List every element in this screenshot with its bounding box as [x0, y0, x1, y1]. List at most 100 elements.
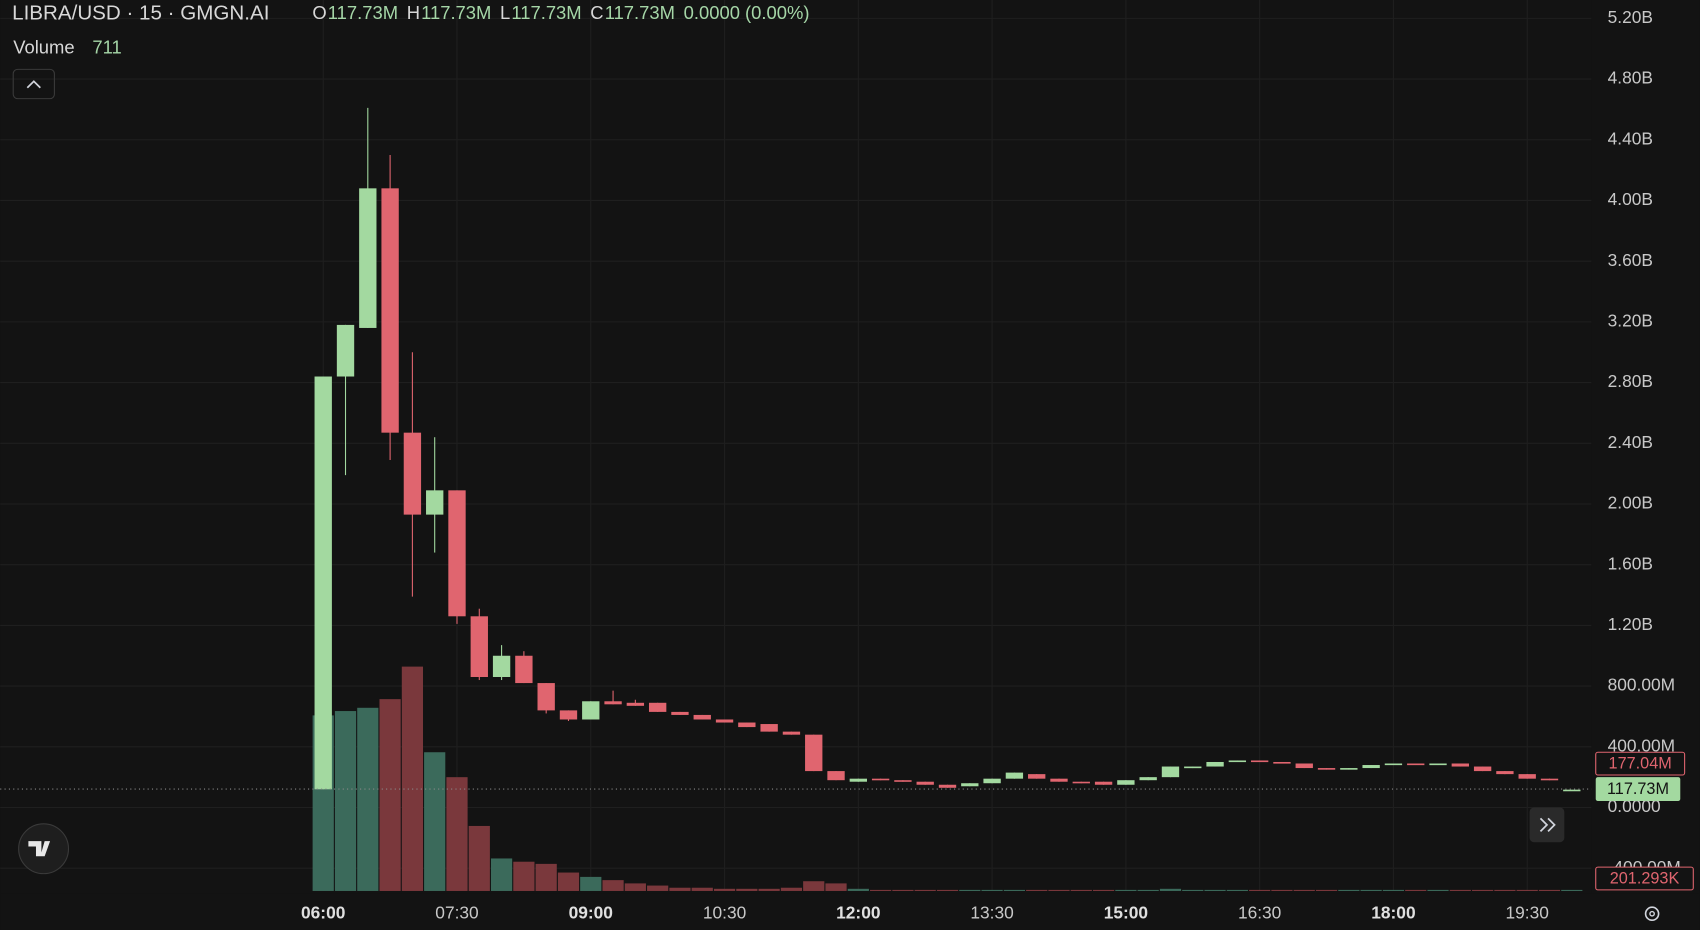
volume-bar [1449, 889, 1471, 891]
y-tick-label: 1.60B [1608, 553, 1653, 573]
volume-bar [424, 752, 446, 891]
volume-bar [959, 889, 981, 891]
candle-body [827, 771, 845, 781]
price-tag-box [1595, 866, 1694, 891]
x-tick-label: 15:00 [1104, 902, 1148, 922]
y-tick-label: 800.00M [1608, 675, 1675, 695]
chart-title: LIBRA/USD · 15 · GMGN.AI [12, 2, 269, 25]
volume-bar [446, 777, 468, 891]
candle-body [1496, 771, 1514, 775]
volume-bar [1382, 889, 1405, 891]
candle-body [1407, 763, 1425, 766]
candle-body [1295, 763, 1313, 769]
price-tag: 177.04M [1609, 754, 1672, 772]
ohlc-key: L [500, 2, 510, 23]
y-tick-label: 2.40B [1608, 432, 1653, 452]
volume-bar [468, 825, 490, 891]
volume-value: 711 [92, 37, 121, 58]
candle-body [693, 714, 711, 720]
volume-bar [1226, 889, 1248, 891]
candle-body [1250, 760, 1269, 763]
candle-body [738, 722, 756, 728]
candle-body [894, 780, 912, 782]
candle-body [314, 376, 332, 790]
candle-body [537, 683, 555, 711]
volume-bar [513, 861, 535, 891]
x-tick-label: 18:00 [1371, 902, 1415, 922]
volume-bar [1472, 889, 1494, 891]
y-tick-label: 4.40B [1608, 128, 1653, 148]
y-tick-label: 1.20B [1608, 614, 1653, 634]
candle-body [582, 701, 600, 720]
volume-bar [1115, 889, 1137, 891]
volume-bar [580, 876, 602, 891]
candle-body [1451, 763, 1469, 767]
candle-body [1317, 768, 1336, 770]
candle-body [1518, 774, 1536, 779]
volume-bar [870, 889, 892, 891]
candle-body [470, 616, 488, 677]
volume-bar [490, 858, 513, 891]
volume-bar [647, 885, 669, 891]
volume-bar [1271, 889, 1293, 891]
volume-bar [825, 883, 847, 891]
collapse-button[interactable] [12, 68, 55, 100]
y-tick-label: 400.00M [1608, 735, 1675, 755]
volume-bar [334, 711, 357, 891]
volume-bar [1003, 889, 1026, 891]
y-tick-label: 2.80B [1608, 371, 1653, 391]
volume-bar [1204, 889, 1226, 891]
price-tag: 117.73M [1607, 780, 1669, 798]
volume-bar [1249, 889, 1271, 891]
y-tick-label: 4.00B [1608, 189, 1653, 209]
x-tick-label: 16:30 [1238, 902, 1281, 922]
volume-bar [936, 889, 959, 891]
volume-bar [1427, 889, 1449, 891]
candle-body [559, 710, 578, 720]
x-tick-label: 19:30 [1506, 902, 1549, 922]
volume-bar [1338, 889, 1360, 891]
volume-bar [1159, 888, 1182, 891]
candle-body [1094, 781, 1113, 785]
tradingview-logo-mark [28, 841, 51, 857]
candle-body [805, 734, 823, 772]
volume-bar [892, 889, 914, 891]
y-tick-label: 5.20B [1608, 7, 1653, 27]
ohlc-value: 117.73M [605, 2, 675, 23]
axes: 5.20B 4.80B 4.40B 4.00B 3.60B 3.20B 2.80B 2.40B… [301, 7, 1681, 922]
candle-body [871, 778, 890, 781]
y-tick-label: 3.20B [1608, 310, 1653, 330]
volume-bar [713, 888, 736, 891]
change-value: 0.0000 (0.00%) [684, 2, 810, 23]
candle-body [448, 490, 466, 617]
volume-bar [1561, 889, 1583, 891]
x-tick-label: 07:30 [435, 902, 478, 922]
volume-bar [1360, 889, 1382, 891]
candle-body [671, 711, 689, 715]
x-tick-label: 09:00 [569, 902, 613, 922]
candle-body [1384, 763, 1403, 766]
y-tick-label: 4.80B [1608, 68, 1653, 88]
volume-bar [803, 881, 825, 891]
candle-body [1117, 780, 1135, 785]
volume-bar [1026, 889, 1048, 891]
y-tick-label: 2.00B [1608, 493, 1653, 513]
volume-bar [1048, 889, 1070, 891]
settings-button[interactable] [1644, 906, 1660, 922]
time-axis-bg [0, 893, 1700, 930]
volume-bar [780, 887, 803, 891]
candle-body [1563, 789, 1581, 792]
candle-body [1340, 768, 1358, 770]
candle-body [604, 701, 622, 705]
candle-body [1161, 766, 1180, 778]
y-tick-label: 3.60B [1608, 250, 1653, 270]
x-tick-label: 13:30 [970, 902, 1013, 922]
ohlc-key: C [590, 2, 603, 23]
candle-body [782, 731, 801, 735]
ohlc-key: H [407, 2, 420, 23]
volume-bar [847, 888, 869, 891]
candle-body [426, 490, 444, 515]
ohlc-value: 117.73M [328, 2, 398, 23]
